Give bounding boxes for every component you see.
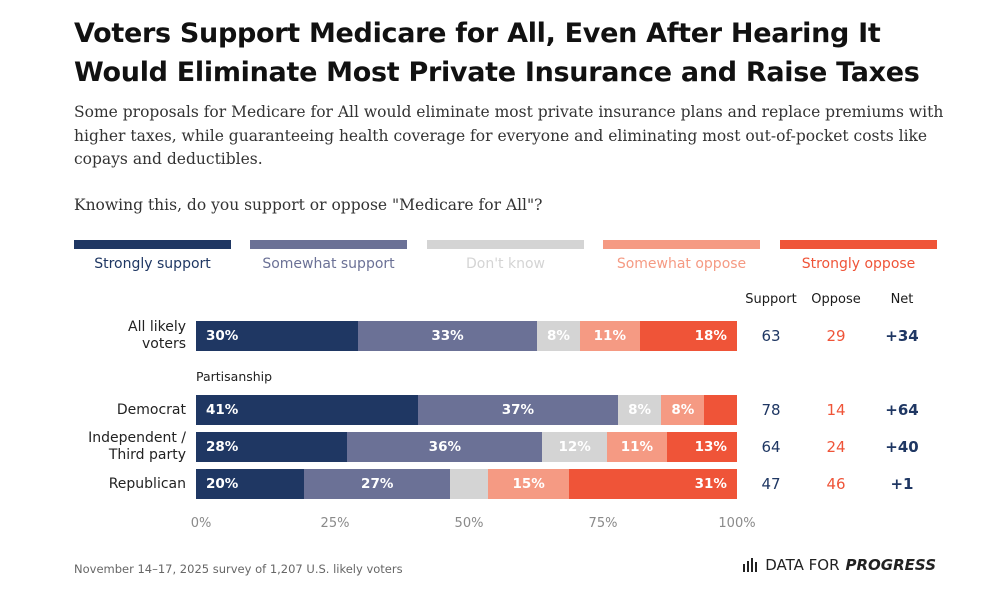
- support-value: 47: [761, 475, 781, 493]
- legend-label: Strongly oppose: [801, 256, 916, 272]
- data-label: 31%: [694, 476, 727, 492]
- support-value: 78: [761, 401, 781, 419]
- bar-segment-somewhat-oppose: 11%: [607, 432, 667, 462]
- footnote: November 14–17, 2025 survey of 1,207 U.S…: [74, 562, 403, 576]
- oppose-value: 14: [826, 401, 846, 419]
- bar-chart-icon: [743, 558, 758, 572]
- data-label: 11%: [620, 439, 654, 455]
- net-value: +64: [885, 401, 919, 419]
- bar-segment-strongly-oppose: [704, 395, 737, 425]
- net-value: +34: [885, 327, 919, 345]
- legend-item-somewhat-oppose: Somewhat oppose: [603, 240, 760, 272]
- bar-segment-strongly-oppose: 13%: [666, 432, 737, 462]
- data-label: 20%: [206, 476, 239, 492]
- bar-segment-dont-know: 8%: [536, 321, 581, 351]
- bar-segment-strongly-support: 20%: [196, 469, 305, 499]
- support-column-header: Support: [745, 292, 797, 307]
- bar-row: 41% 37% 8% 8%: [196, 395, 737, 425]
- chart-title: Voters Support Medicare for All, Even Af…: [74, 18, 920, 88]
- bar-segment-somewhat-support: 33%: [358, 321, 537, 351]
- row-label: All likely voters: [128, 319, 186, 352]
- legend-item-strongly-oppose: Strongly oppose: [780, 240, 937, 272]
- support-value: 63: [761, 327, 781, 345]
- bar-row: 30% 33% 8% 11% 18%: [196, 321, 737, 351]
- data-label: 28%: [206, 439, 239, 455]
- net-value: +40: [885, 438, 919, 456]
- data-label: 15%: [512, 476, 545, 492]
- survey-question: Knowing this, do you support or oppose "…: [74, 196, 543, 214]
- legend-swatch: [603, 240, 760, 249]
- bar-segment-strongly-support: 28%: [196, 432, 348, 462]
- x-tick-label: 50%: [454, 516, 484, 531]
- bar-row: 28% 36% 12% 11% 13%: [196, 432, 737, 462]
- legend-label: Somewhat oppose: [616, 256, 747, 272]
- data-label: 36%: [428, 439, 462, 455]
- bar-segment-strongly-support: 30%: [196, 321, 359, 351]
- legend-swatch: [427, 240, 584, 249]
- row-label: Democrat: [116, 401, 186, 418]
- legend-label: Don't know: [465, 256, 545, 272]
- data-label: 41%: [206, 402, 239, 418]
- bar-segment-dont-know: 12%: [542, 432, 608, 462]
- bar-segment-somewhat-support: 36%: [347, 432, 543, 462]
- legend-item-dont-know: Don't know: [427, 240, 584, 272]
- data-label: 33%: [431, 328, 464, 344]
- x-tick-label: 100%: [718, 516, 756, 531]
- oppose-column-header: Oppose: [811, 292, 861, 307]
- chart-subtitle: Some proposals for Medicare for All woul…: [74, 103, 944, 168]
- net-value: +1: [890, 475, 914, 493]
- data-label: 13%: [694, 439, 727, 455]
- legend-swatch: [74, 240, 231, 249]
- x-tick-label: 0%: [190, 516, 212, 531]
- support-value: 64: [761, 438, 781, 456]
- oppose-value: 46: [826, 475, 846, 493]
- bar-segment-somewhat-support: 37%: [417, 395, 618, 425]
- bar-segment-somewhat-oppose: 8%: [661, 395, 705, 425]
- legend-item-somewhat-support: Somewhat support: [250, 240, 407, 272]
- bar-segment-strongly-support: 41%: [196, 395, 418, 425]
- bar-segment-strongly-oppose: 18%: [639, 321, 737, 351]
- legend-swatch: [250, 240, 407, 249]
- bar-segment-somewhat-oppose: 15%: [488, 469, 570, 499]
- legend-label: Somewhat support: [262, 256, 395, 272]
- data-label: 37%: [501, 402, 535, 418]
- row-label: Republican: [108, 475, 186, 492]
- bar-row: 20% 27% 15% 31%: [196, 469, 737, 499]
- row-label: Independent / Third party: [88, 430, 186, 463]
- data-label: 27%: [361, 476, 394, 492]
- logo-text-bold: PROGRESS: [845, 556, 936, 574]
- data-label: 8%: [671, 402, 695, 418]
- bar-segment-dont-know: [450, 469, 489, 499]
- bar-segment-dont-know: 8%: [617, 395, 662, 425]
- oppose-value: 29: [826, 327, 846, 345]
- bar-segment-strongly-oppose: 31%: [569, 469, 737, 499]
- bar-segment-somewhat-oppose: 11%: [580, 321, 640, 351]
- data-label: 12%: [558, 439, 591, 455]
- x-tick-label: 25%: [320, 516, 350, 531]
- legend-swatch: [780, 240, 937, 249]
- data-label: 8%: [628, 402, 652, 418]
- logo-text-regular: DATA FOR: [765, 556, 840, 574]
- legend-label: Strongly support: [94, 256, 211, 272]
- x-tick-label: 75%: [588, 516, 618, 531]
- data-label: 18%: [694, 328, 727, 344]
- net-column-header: Net: [890, 292, 914, 307]
- data-label: 8%: [546, 328, 570, 344]
- data-label: 11%: [593, 328, 626, 344]
- legend-item-strongly-support: Strongly support: [74, 240, 231, 272]
- data-label: 30%: [206, 328, 239, 344]
- oppose-value: 24: [826, 438, 846, 456]
- partisanship-label: Partisanship: [196, 369, 273, 384]
- data-for-progress-logo: DATA FOR PROGRESS: [743, 556, 936, 574]
- bar-segment-somewhat-support: 27%: [304, 469, 451, 499]
